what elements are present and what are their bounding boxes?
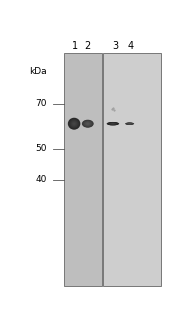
Ellipse shape	[110, 123, 116, 124]
Ellipse shape	[68, 118, 80, 129]
Ellipse shape	[69, 119, 79, 129]
Ellipse shape	[70, 120, 78, 128]
Ellipse shape	[86, 123, 89, 125]
Ellipse shape	[107, 122, 119, 125]
Ellipse shape	[126, 123, 133, 125]
Ellipse shape	[87, 123, 88, 124]
Ellipse shape	[82, 120, 93, 127]
Text: 1: 1	[72, 41, 78, 52]
Ellipse shape	[127, 123, 132, 124]
Text: 4: 4	[128, 41, 134, 52]
Ellipse shape	[70, 120, 78, 127]
Ellipse shape	[83, 121, 92, 127]
Ellipse shape	[125, 122, 134, 125]
Ellipse shape	[68, 118, 80, 130]
Ellipse shape	[87, 123, 89, 124]
Ellipse shape	[129, 123, 130, 124]
Ellipse shape	[111, 123, 114, 124]
Ellipse shape	[73, 123, 75, 125]
Ellipse shape	[129, 123, 131, 124]
Ellipse shape	[107, 122, 119, 125]
Ellipse shape	[72, 122, 76, 126]
Ellipse shape	[85, 122, 90, 125]
Ellipse shape	[126, 123, 133, 125]
Ellipse shape	[84, 122, 91, 126]
Ellipse shape	[112, 123, 114, 124]
Text: 2: 2	[84, 41, 91, 52]
Text: 70: 70	[35, 99, 47, 108]
Ellipse shape	[110, 123, 116, 124]
Ellipse shape	[84, 121, 92, 126]
Text: 40: 40	[35, 175, 47, 184]
Ellipse shape	[108, 122, 118, 125]
Bar	[64, 52, 102, 286]
Ellipse shape	[109, 122, 117, 125]
Ellipse shape	[69, 119, 79, 128]
Ellipse shape	[128, 123, 131, 124]
Ellipse shape	[73, 122, 76, 125]
Ellipse shape	[83, 121, 93, 127]
Ellipse shape	[128, 123, 132, 124]
Ellipse shape	[125, 122, 134, 125]
Ellipse shape	[71, 121, 77, 127]
Bar	[103, 52, 161, 286]
Ellipse shape	[82, 120, 94, 128]
Text: 3: 3	[112, 41, 118, 52]
Ellipse shape	[86, 122, 90, 125]
Ellipse shape	[127, 123, 133, 124]
Ellipse shape	[127, 123, 132, 124]
Text: 50: 50	[35, 144, 47, 153]
Ellipse shape	[74, 123, 75, 124]
Ellipse shape	[109, 123, 117, 125]
Ellipse shape	[108, 122, 118, 125]
Ellipse shape	[71, 121, 77, 126]
Ellipse shape	[85, 122, 91, 126]
Ellipse shape	[111, 123, 115, 124]
Text: kDa: kDa	[29, 67, 46, 76]
